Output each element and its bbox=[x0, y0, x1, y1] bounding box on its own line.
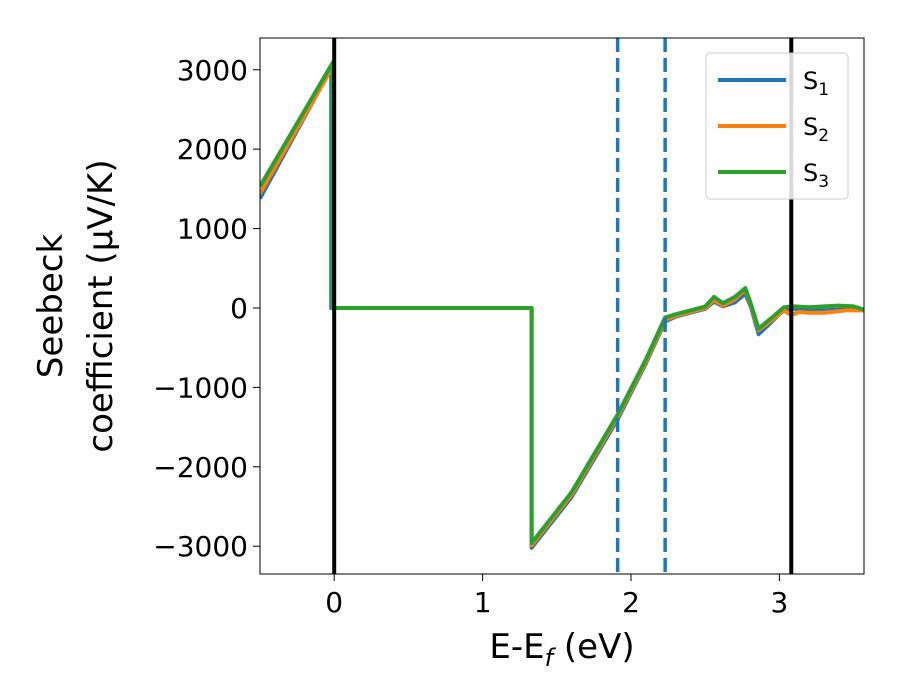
y-tick-label: −1000 bbox=[153, 371, 248, 404]
y-tick-label: 2000 bbox=[177, 133, 248, 166]
x-tick-label: 0 bbox=[325, 586, 343, 619]
x-tick-label: 2 bbox=[622, 586, 640, 619]
x-axis-label: E-Ef (eV) bbox=[489, 627, 634, 672]
series-line-s3 bbox=[260, 60, 864, 545]
y-tick-label: −3000 bbox=[153, 530, 248, 563]
tick-marks bbox=[253, 69, 780, 581]
y-tick-label: 3000 bbox=[177, 54, 248, 87]
x-tick-label: 1 bbox=[474, 586, 492, 619]
tick-labels: 0 1 2 3 3000 2000 1000 0 −1000 −2000 −3000 bbox=[153, 54, 788, 619]
y-axis-label-line2: coefficient (μV/K) bbox=[81, 159, 121, 452]
axes-frame bbox=[259, 37, 865, 575]
y-tick-label: 1000 bbox=[177, 213, 248, 246]
y-axis-label-line1: Seebeck bbox=[31, 234, 71, 379]
x-tick-label: 3 bbox=[770, 586, 788, 619]
legend: S1 S2 S3 bbox=[705, 52, 849, 200]
y-tick-label: −2000 bbox=[153, 451, 248, 484]
plot-lines bbox=[260, 60, 864, 550]
legend-entry-label: S1 bbox=[803, 67, 829, 100]
y-tick-label: 0 bbox=[230, 292, 248, 325]
legend-entry-label: S3 bbox=[803, 159, 829, 192]
legend-entry-label: S2 bbox=[803, 113, 829, 146]
